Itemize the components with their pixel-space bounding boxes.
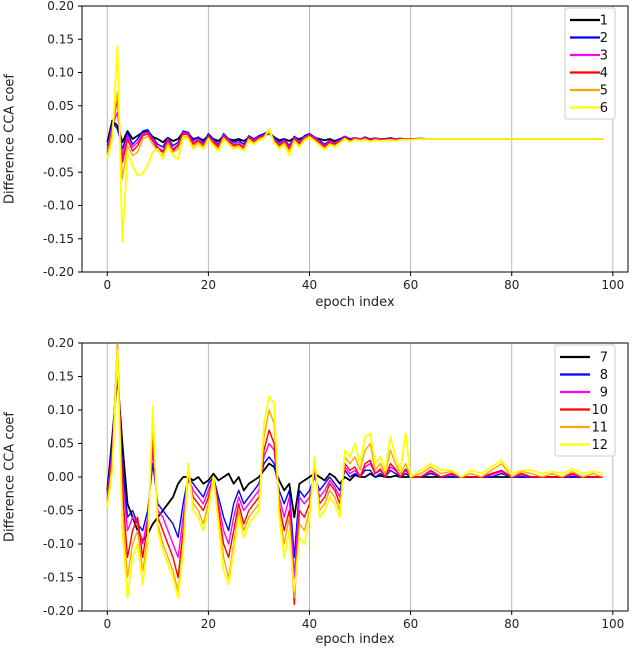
x-tick-label: 80 xyxy=(504,617,519,631)
x-tick-label: 100 xyxy=(601,278,624,292)
legend-label-10: 10 xyxy=(591,403,608,418)
y-tick-label: -0.20 xyxy=(43,604,74,618)
x-tick-label: 40 xyxy=(302,617,317,631)
chart-1: 0 20 40 60 80 100 0.20 0.15 0.10 0.05 0.00 -0.05 -0.… xyxy=(3,0,629,310)
y-tick-label: 0.00 xyxy=(47,132,74,146)
y-tick-label: -0.10 xyxy=(43,537,74,551)
legend-label-6: 6 xyxy=(600,101,608,116)
x-tick-label: 0 xyxy=(103,278,111,292)
series-line-12 xyxy=(106,348,603,599)
x-tick-label: 100 xyxy=(601,617,624,631)
legend: 1 2 3 4 5 6 xyxy=(564,7,616,120)
series-line-4 xyxy=(106,98,603,163)
legend-label-11: 11 xyxy=(591,421,608,436)
legend-label-9: 9 xyxy=(600,386,608,401)
legend-label-1: 1 xyxy=(600,14,608,29)
y-tick-label: 0.10 xyxy=(47,66,74,80)
legend-label-8: 8 xyxy=(600,368,608,383)
x-tick-label: 0 xyxy=(103,617,111,631)
y-axis-label: Difference CCA coef xyxy=(3,412,18,542)
x-tick-label: 20 xyxy=(201,278,216,292)
x-axis-label: epoch index xyxy=(315,632,395,647)
series-line-11 xyxy=(106,343,603,599)
y-tick-label: 0.15 xyxy=(47,370,74,384)
x-tick-label: 80 xyxy=(504,278,519,292)
y-tick-label: -0.15 xyxy=(43,571,74,585)
series-line-6 xyxy=(106,45,603,243)
legend-label-3: 3 xyxy=(600,49,608,64)
legend-label-12: 12 xyxy=(591,438,608,453)
y-tick-label: -0.05 xyxy=(43,165,74,179)
y-tick-label: -0.10 xyxy=(43,199,74,213)
series-line-10 xyxy=(106,343,603,605)
y-tick-label: 0.20 xyxy=(47,0,74,13)
x-tick-label: 20 xyxy=(201,617,216,631)
legend-label-2: 2 xyxy=(600,31,608,46)
legend-label-7: 7 xyxy=(600,351,608,366)
x-tick-label: 40 xyxy=(302,278,317,292)
legend-label-4: 4 xyxy=(600,66,608,81)
y-tick-label: 0.05 xyxy=(47,437,74,451)
legend-box xyxy=(554,344,616,457)
x-axis-label: epoch index xyxy=(315,295,395,310)
y-tick-label: 0.05 xyxy=(47,99,74,113)
y-tick-label: -0.15 xyxy=(43,232,74,246)
series-group xyxy=(106,343,603,605)
legend-box xyxy=(564,7,616,120)
legend: 7 8 9 10 11 12 xyxy=(554,344,616,457)
x-tick-label: 60 xyxy=(403,278,418,292)
series-group xyxy=(106,45,603,243)
y-tick-label: 0.15 xyxy=(47,32,74,46)
y-axis-label: Difference CCA coef xyxy=(3,74,18,204)
y-tick-label: 0.10 xyxy=(47,403,74,417)
y-tick-label: 0.20 xyxy=(47,336,74,350)
chart-2: 0 20 40 60 80 100 0.20 0.15 0.10 0.05 0.00 -0.05 -0.… xyxy=(3,336,629,647)
y-tick-label: -0.05 xyxy=(43,504,74,518)
x-tick-label: 60 xyxy=(403,617,418,631)
legend-label-5: 5 xyxy=(600,84,608,99)
y-tick-label: 0.00 xyxy=(47,470,74,484)
y-tick-label: -0.20 xyxy=(43,265,74,279)
